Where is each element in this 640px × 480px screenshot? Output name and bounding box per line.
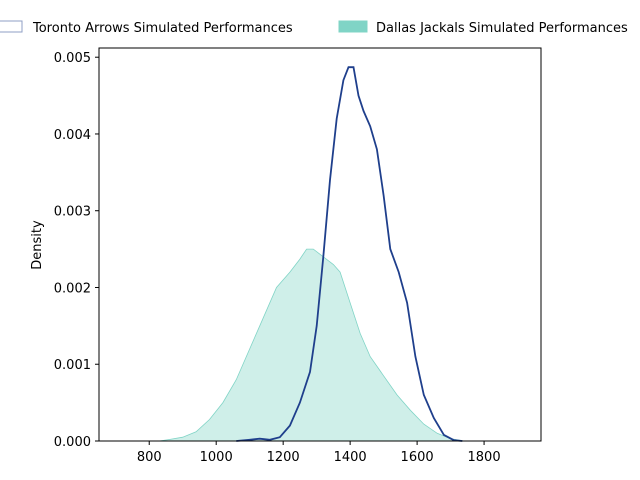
x-tick-label: 1200: [267, 450, 300, 465]
y-axis: 0.000 0.001 0.002 0.003 0.004 0.005: [54, 51, 99, 450]
x-tick-label: 1600: [401, 450, 434, 465]
legend-label-dallas-jackals-simulated-performances: Dallas Jackals Simulated Performances: [376, 21, 628, 36]
x-tick-label: 1000: [200, 450, 233, 465]
y-tick-label: 0.003: [54, 205, 91, 220]
density-line-toronto-arrows-simulated-performances: [236, 66, 463, 442]
x-axis: 800 1000 1200 1400 1600 1800: [137, 441, 501, 465]
x-tick-label: 1800: [468, 450, 501, 465]
y-tick-label: 0.004: [54, 128, 91, 143]
x-tick-label: 1400: [334, 450, 367, 465]
y-tick-label: 0.005: [54, 51, 91, 66]
y-tick-label: 0.001: [54, 358, 91, 373]
y-tick-label: 0.000: [54, 435, 91, 450]
legend-swatch-toronto-arrows-simulated-performances: [0, 20, 23, 33]
legend: Toronto Arrows Simulated Performances Dal…: [0, 20, 628, 36]
y-tick-label: 0.002: [54, 281, 91, 296]
legend-label-toronto-arrows-simulated-performances: Toronto Arrows Simulated Performances: [32, 21, 293, 36]
axes-frame: [98, 47, 542, 442]
plot-area: [159, 66, 465, 442]
density-area-dallas-jackals-simulated-performances: [159, 248, 465, 442]
y-axis-label: Density: [30, 220, 45, 270]
legend-swatch-dallas-jackals-simulated-performances: [338, 20, 368, 33]
x-tick-label: 800: [137, 450, 162, 465]
